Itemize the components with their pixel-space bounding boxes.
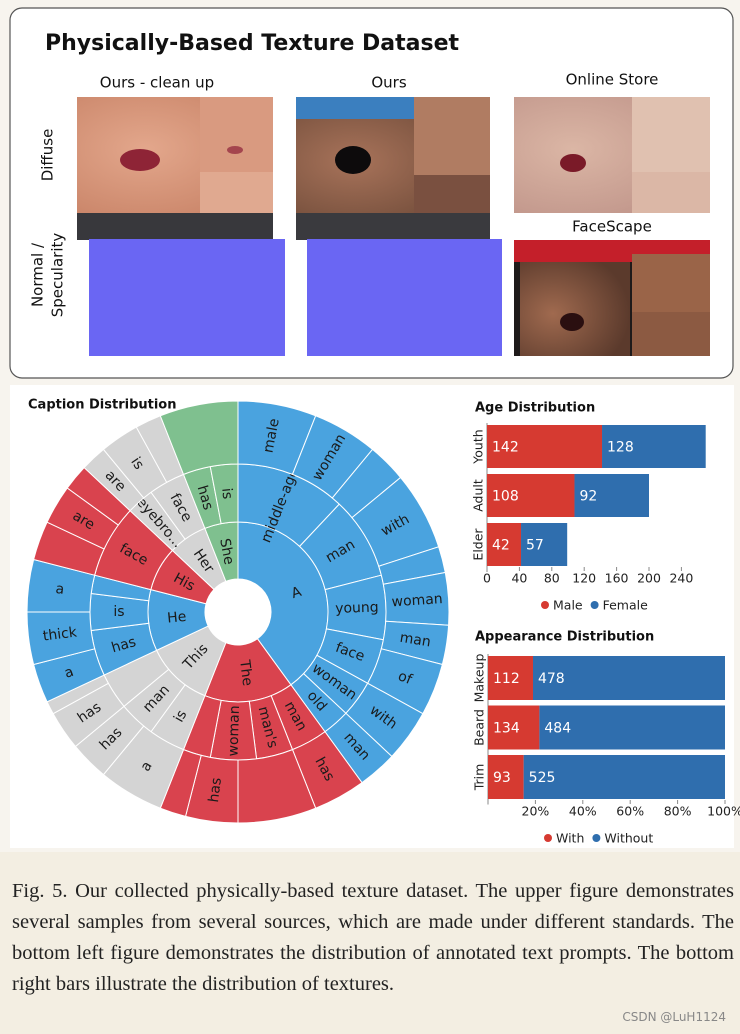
sunburst-segment: [159, 400, 239, 476]
y-tick-label: Trim: [472, 764, 487, 792]
x-tick-label: 80%: [664, 804, 692, 819]
sunburst-label: woman: [391, 591, 443, 610]
column-label: Ours - clean up: [100, 74, 214, 92]
data-label: 142: [492, 440, 519, 456]
sunburst-label: She: [216, 537, 237, 566]
y-tick-label: Makeup: [472, 654, 487, 703]
x-tick-label: 160: [605, 571, 629, 586]
legend-label: Without: [604, 831, 653, 846]
bar: [487, 474, 575, 517]
bar: [521, 523, 568, 566]
y-tick-label: Elder: [471, 528, 486, 561]
watermark: CSDN @LuH1124: [622, 1010, 726, 1024]
x-tick-label: 80: [544, 571, 560, 586]
data-label: 478: [538, 671, 565, 687]
legend-marker: [592, 834, 601, 842]
y-tick-label: Youth: [471, 429, 486, 464]
y-tick-label: Beard: [472, 709, 487, 746]
x-tick-label: 100%: [707, 804, 740, 819]
legend-marker: [541, 601, 549, 609]
x-tick-label: 20%: [522, 804, 550, 819]
data-label: 42: [492, 538, 510, 554]
legend-label: Female: [603, 598, 649, 613]
data-label: 108: [492, 489, 519, 505]
data-label: 134: [493, 721, 520, 737]
x-tick-label: 40: [511, 571, 527, 586]
column-label: Online Store: [566, 71, 659, 89]
texture-clean: [77, 97, 285, 356]
sunburst-label: woman: [225, 705, 243, 757]
row-label: Specularity: [49, 233, 67, 318]
legend-label: With: [556, 831, 584, 846]
bar: [574, 474, 649, 517]
x-tick-label: 0: [483, 571, 491, 586]
texture-ours: [296, 97, 502, 356]
sunburst-label: man: [399, 630, 432, 651]
bar: [488, 656, 533, 700]
data-label: 525: [529, 770, 556, 786]
data-label: 93: [493, 770, 511, 786]
row-label: Diffuse: [39, 129, 57, 182]
texture-facescape: [514, 240, 710, 356]
column-label: Ours: [371, 74, 406, 92]
sunburst-label: a: [55, 581, 66, 598]
figure-title: Physically-Based Texture Dataset: [45, 31, 460, 56]
legend-marker: [590, 601, 599, 609]
row-label: Normal /: [29, 242, 47, 307]
data-label: 112: [493, 671, 520, 687]
x-tick-label: 40%: [569, 804, 597, 819]
legend-marker: [544, 834, 552, 842]
legend-label: Male: [553, 598, 583, 613]
texture-online: [514, 97, 710, 213]
sunburst-label: He: [166, 609, 187, 627]
caption: Fig. 5. Our collected physically-based t…: [12, 880, 734, 995]
bar: [487, 425, 603, 468]
sunburst-label: has: [206, 777, 225, 804]
x-tick-label: 120: [572, 571, 596, 586]
figure: Physically-Based Texture Dataset Ours - …: [0, 0, 740, 852]
bar: [539, 705, 725, 750]
bar: [523, 755, 725, 799]
sunburst-label: The: [236, 658, 255, 687]
chart-title: Age Distribution: [475, 401, 595, 416]
column-label: FaceScape: [572, 218, 652, 236]
y-tick-label: Adult: [471, 479, 486, 512]
bar: [488, 755, 524, 799]
data-label: 484: [544, 721, 571, 737]
sunburst-label: has: [194, 484, 216, 512]
x-tick-label: 240: [669, 571, 693, 586]
bar: [488, 705, 540, 750]
chart-title: Appearance Distribution: [475, 630, 654, 645]
sunburst-label: male: [261, 417, 283, 454]
sunburst-label: is: [113, 604, 124, 620]
x-tick-label: 200: [637, 571, 661, 586]
data-label: 57: [526, 538, 544, 554]
sunburst-label: has: [110, 634, 138, 656]
x-tick-label: 60%: [616, 804, 644, 819]
bar: [602, 425, 706, 468]
sunburst-label: young: [335, 600, 379, 617]
bar: [487, 523, 522, 566]
bar: [532, 656, 725, 700]
sunburst-label: is: [218, 487, 235, 500]
sunburst-label: thick: [42, 624, 79, 644]
chart-title: Caption Distribution: [28, 398, 176, 413]
data-label: 92: [579, 489, 597, 505]
data-label: 128: [607, 440, 634, 456]
